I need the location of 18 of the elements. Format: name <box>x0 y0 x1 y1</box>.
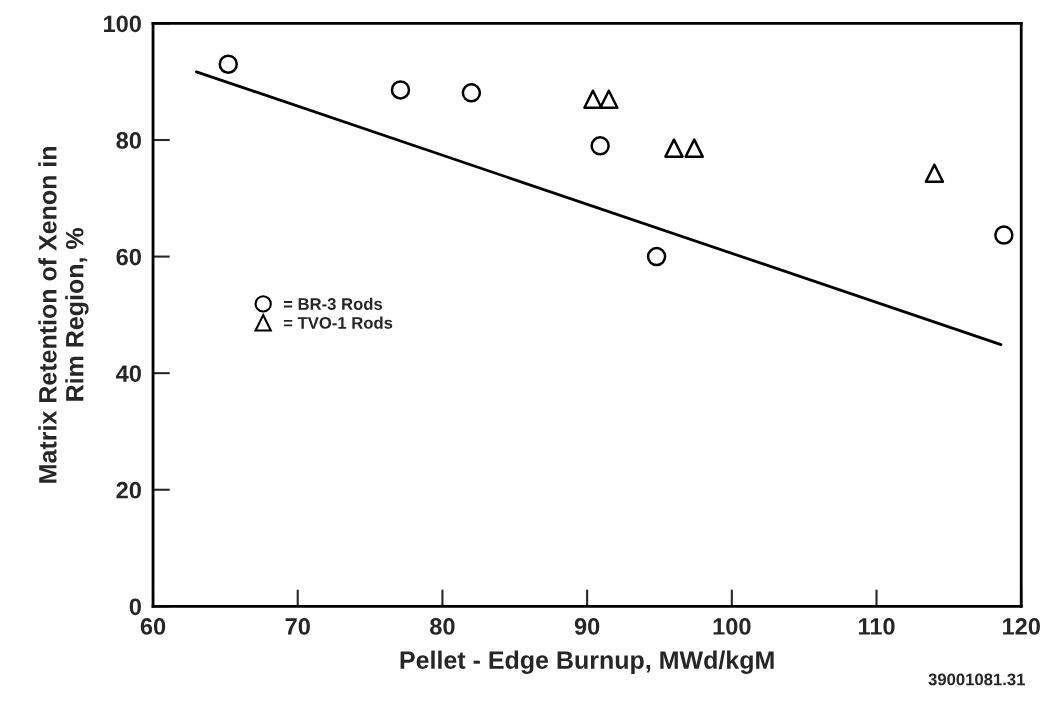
x-tick-label: 60 <box>140 618 166 635</box>
x-tick-label: 80 <box>430 618 455 635</box>
legend-label: = TVO-1 Rods <box>283 316 393 329</box>
x-tick-label: 90 <box>574 618 600 635</box>
x-tick-label: 70 <box>285 618 310 635</box>
y-tick-label: 80 <box>116 132 141 149</box>
y-axis-title: Matrix Retention of Xenon in Rim Region, % <box>38 146 89 483</box>
y-tick-label: 100 <box>104 15 141 33</box>
x-tick-label: 100 <box>713 618 751 635</box>
x-tick-label: 120 <box>1003 618 1040 635</box>
y-tick-label: 0 <box>129 598 141 616</box>
x-tick-label: 110 <box>858 618 895 635</box>
text: 39001081.31 <box>928 673 1025 686</box>
legend-label: = BR-3 Rods <box>283 297 383 310</box>
x-axis-title: Pellet - Edge Burnup, MWd/kgM <box>400 650 774 674</box>
y-tick-label: 60 <box>116 248 141 266</box>
y-tick-label: 40 <box>116 365 141 382</box>
y-tick-label: 20 <box>116 481 141 499</box>
